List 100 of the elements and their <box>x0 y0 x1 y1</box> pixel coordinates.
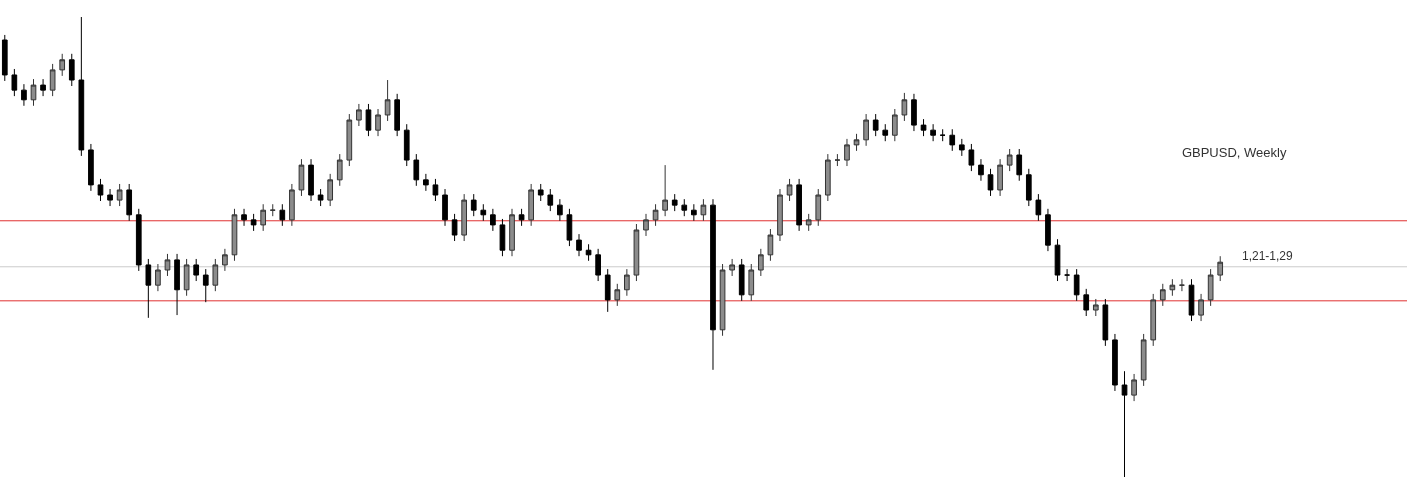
candlestick <box>480 203 487 222</box>
candlestick <box>145 258 152 319</box>
candlestick <box>11 68 18 97</box>
candlestick <box>662 164 668 217</box>
candlestick <box>1169 278 1176 297</box>
candlestick <box>289 183 295 227</box>
candlestick <box>824 153 831 202</box>
candlestick <box>805 213 812 232</box>
candlestick <box>49 63 56 97</box>
candlestick <box>88 143 94 192</box>
candlestick <box>40 78 46 97</box>
candlestick <box>633 223 640 282</box>
candlestick <box>1179 278 1185 292</box>
candlestick <box>911 93 917 132</box>
candlestick <box>97 178 104 202</box>
candlestick <box>356 103 362 127</box>
candlestick <box>1150 293 1157 347</box>
candlestick <box>470 193 477 217</box>
candlestick <box>375 108 381 137</box>
candlestick <box>710 198 716 371</box>
candlestick <box>719 263 726 337</box>
candlestick <box>949 128 956 152</box>
text: 1,21-1,29 <box>1242 249 1294 263</box>
candlestick <box>1083 288 1090 317</box>
candlestick <box>394 93 401 137</box>
candlestick <box>30 78 37 107</box>
candlestick <box>1035 193 1042 222</box>
candlestick <box>490 208 496 232</box>
candlestick <box>107 188 113 207</box>
candlestick <box>930 123 936 142</box>
candlestick <box>451 213 458 242</box>
candlestick <box>202 268 209 303</box>
candlestick <box>643 213 649 237</box>
candlestick <box>624 268 630 297</box>
candlestick <box>59 53 66 77</box>
candlestick <box>212 258 219 292</box>
candlestick <box>844 138 850 167</box>
candlestick <box>432 178 439 202</box>
candlestick <box>222 248 228 272</box>
candlestick <box>901 92 908 122</box>
candlestick <box>767 228 774 262</box>
candlestick <box>729 258 735 277</box>
candlestick <box>595 248 601 282</box>
candlestick <box>566 208 573 247</box>
candlestick <box>1006 148 1013 172</box>
candlestick <box>1064 268 1070 282</box>
candlestick <box>652 203 659 227</box>
candlestick <box>1025 168 1032 207</box>
candlestick <box>317 188 324 207</box>
candlestick <box>509 208 515 257</box>
candlestick <box>241 208 247 227</box>
candlestick <box>576 233 582 257</box>
candlestick <box>691 203 697 222</box>
candlestick <box>21 83 27 107</box>
candlestick <box>135 208 142 272</box>
candlestick <box>336 153 343 187</box>
candlestick <box>518 208 525 227</box>
candlestick <box>968 143 975 172</box>
candlestick <box>758 248 764 277</box>
candlestick <box>1112 333 1118 392</box>
candlestick <box>403 123 410 167</box>
candlestick <box>1121 370 1128 478</box>
candlestick <box>738 258 745 302</box>
candlestick <box>1159 283 1166 307</box>
candlestick <box>1140 333 1147 387</box>
candlestick <box>1054 238 1061 282</box>
candlestick <box>891 108 898 142</box>
candlestick <box>1188 278 1195 322</box>
candlestick <box>987 168 994 197</box>
candlestick <box>1102 298 1109 347</box>
candlestick <box>834 153 841 167</box>
candlestick <box>365 103 372 137</box>
candlestick <box>748 263 755 302</box>
candlestick <box>499 218 506 257</box>
candlestick <box>700 198 707 222</box>
candlestick <box>872 113 879 137</box>
candlestick <box>1073 268 1080 302</box>
candlestick <box>413 153 420 187</box>
candlestick <box>164 253 171 277</box>
candlestick <box>174 253 180 316</box>
candlestick <box>193 258 200 282</box>
candlestick <box>681 198 688 217</box>
candlestick <box>1092 298 1099 317</box>
candlestick <box>423 173 429 192</box>
text: GBPUSD, Weekly <box>1181 144 1287 160</box>
candlestick <box>260 203 267 232</box>
candlestick <box>614 283 621 307</box>
candlestick <box>183 258 190 297</box>
candlestick <box>1016 148 1023 182</box>
candlestick <box>126 183 133 222</box>
candlestick <box>250 213 257 232</box>
candlestick <box>853 133 860 152</box>
candlestick <box>939 128 946 142</box>
candlestick <box>1 34 8 82</box>
candlestick <box>1045 208 1051 252</box>
candlestick <box>786 178 793 202</box>
candlestick <box>863 113 869 147</box>
candlestick <box>796 178 802 232</box>
candlestick <box>1217 255 1224 282</box>
candlestick <box>279 203 286 227</box>
